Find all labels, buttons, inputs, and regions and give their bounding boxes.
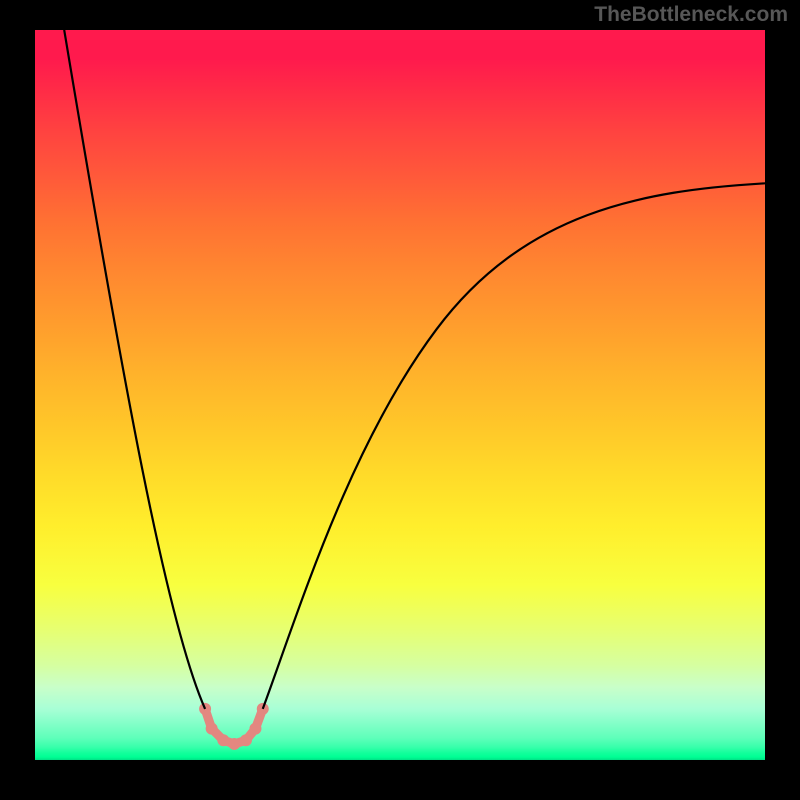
chart-plot-area	[35, 30, 765, 760]
curve-marker	[249, 723, 261, 735]
curve-right-branch	[263, 183, 765, 709]
chart-curve-layer	[35, 30, 765, 760]
curve-marker	[217, 734, 229, 746]
curve-marker	[199, 703, 211, 715]
watermark-text: TheBottleneck.com	[594, 3, 788, 27]
curve-marker	[240, 734, 252, 746]
curve-marker	[228, 738, 240, 750]
curve-left-branch	[64, 30, 205, 709]
curve-marker	[206, 723, 218, 735]
